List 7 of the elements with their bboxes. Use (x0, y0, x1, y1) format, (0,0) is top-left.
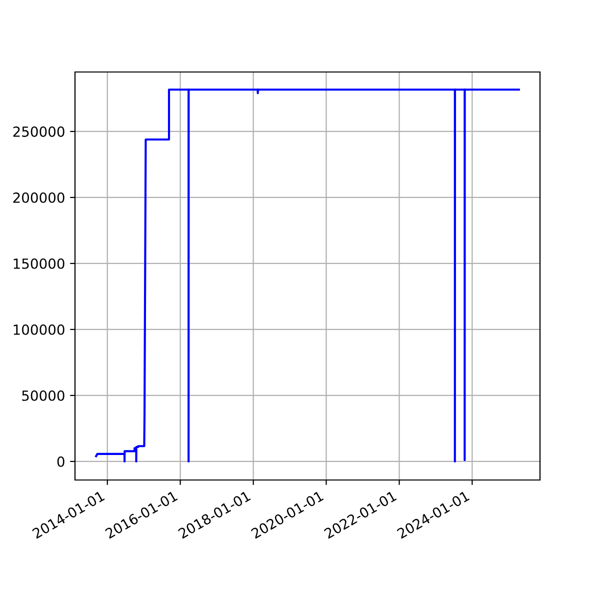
y-tick-label: 200000 (13, 192, 64, 203)
y-tick-label: 150000 (14, 258, 64, 269)
line-series (95, 88, 520, 462)
y-tick-label: 250000 (13, 126, 64, 137)
y-tick-label: 100000 (14, 324, 64, 335)
y-tick-label: 50000 (22, 390, 64, 401)
y-tick-label: 0 (57, 456, 64, 467)
